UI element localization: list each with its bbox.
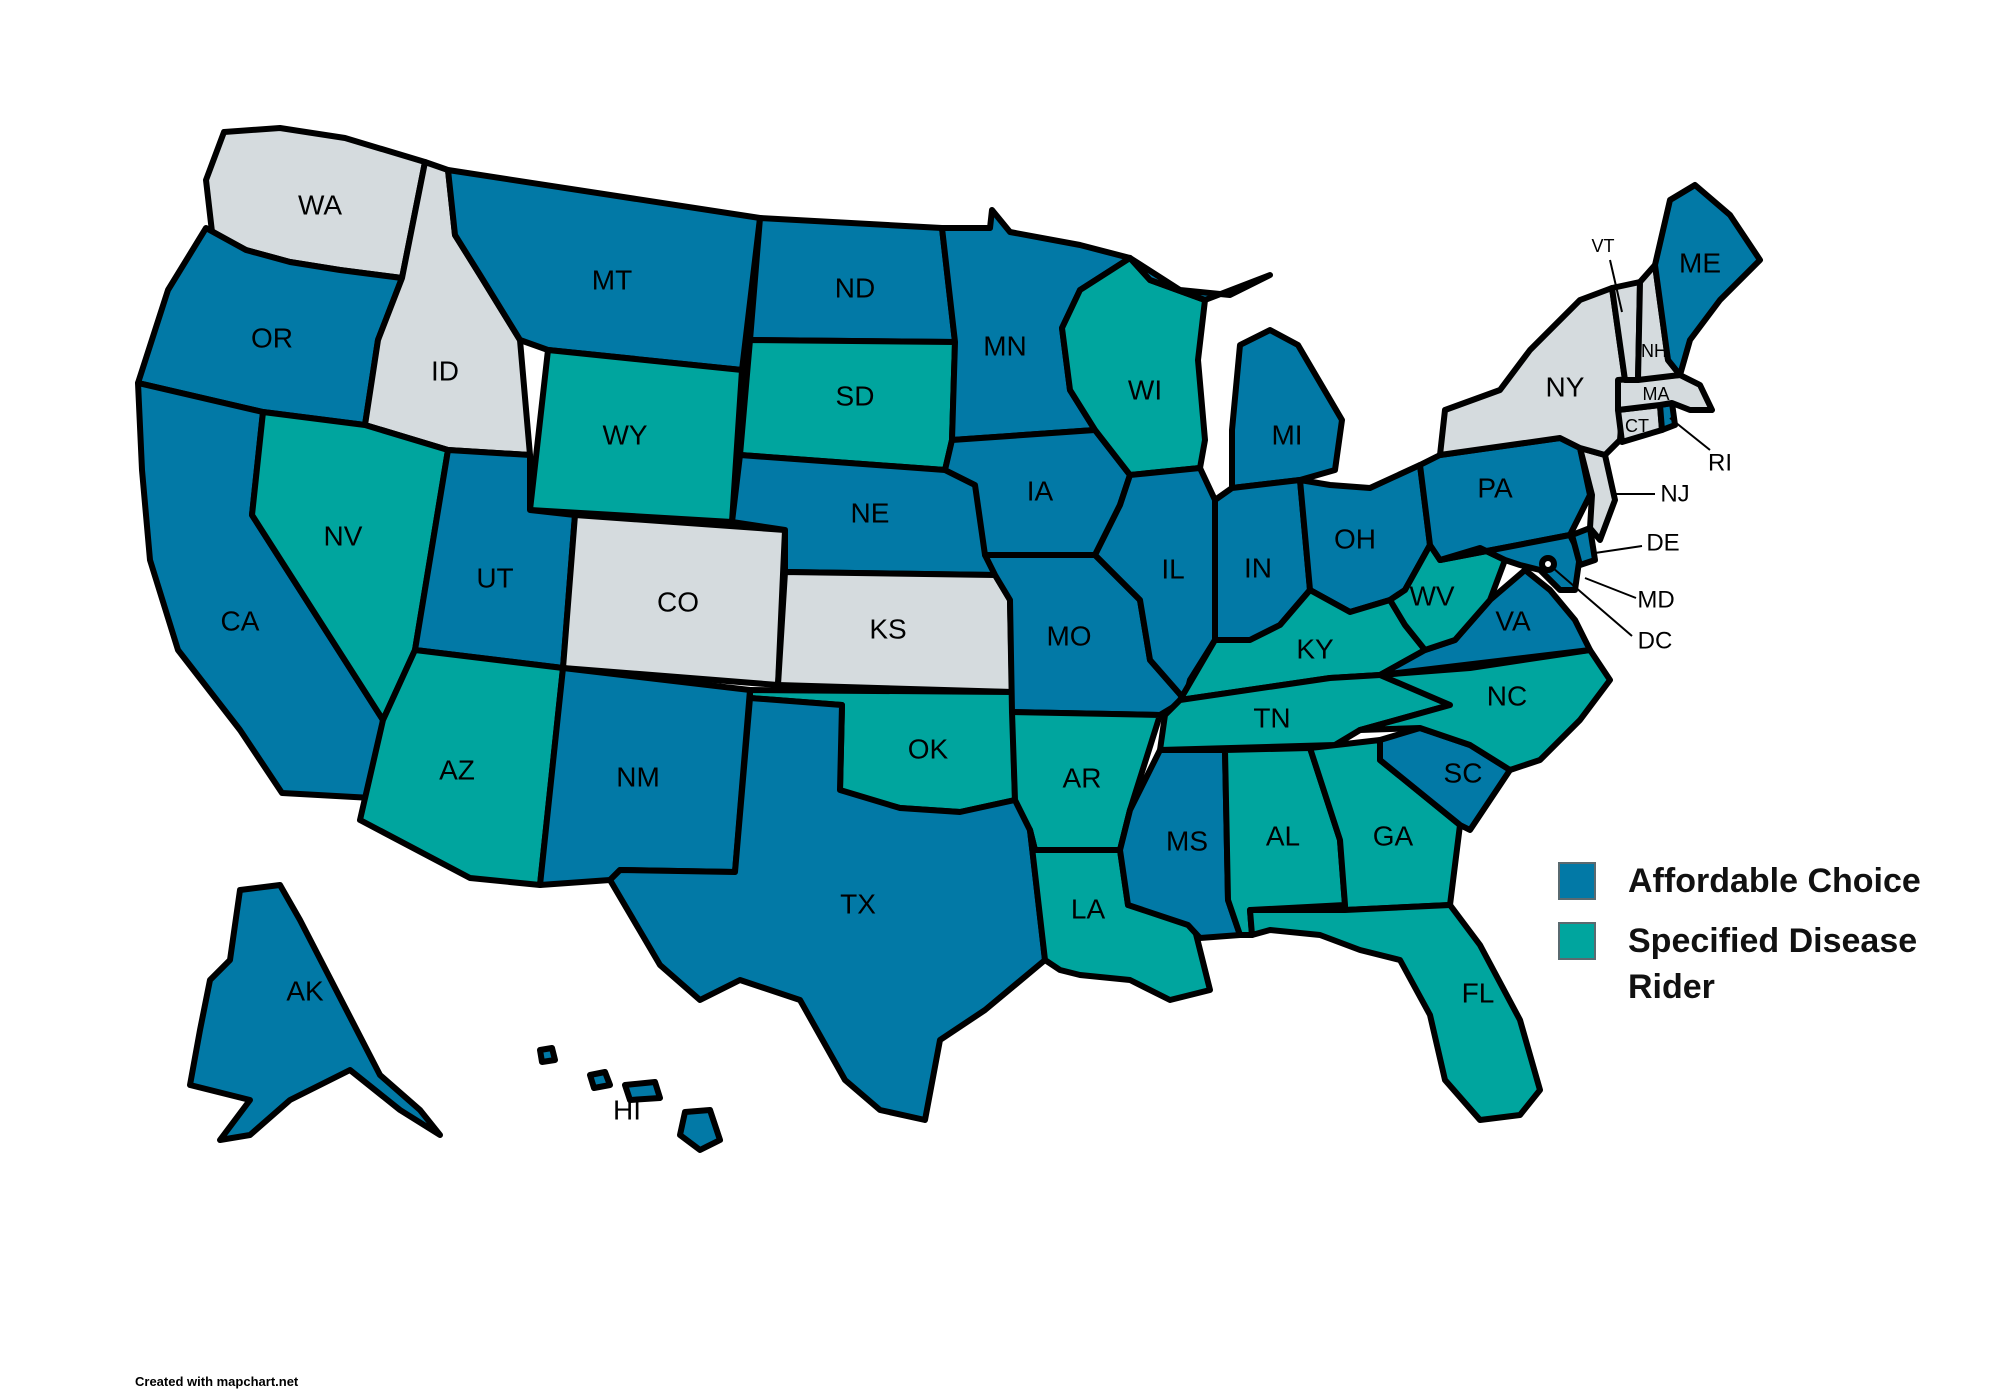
label-TX: TX [840, 888, 876, 919]
label-NC: NC [1487, 680, 1527, 711]
state-HI[interactable] [537, 1045, 723, 1153]
label-NV: NV [324, 520, 363, 551]
label-RI: RI [1708, 449, 1732, 476]
state-AK[interactable] [187, 882, 443, 1143]
label-FL: FL [1462, 977, 1495, 1008]
legend-item-specified-disease-rider: Specified Disease Rider [1558, 922, 1988, 1010]
label-MS: MS [1166, 825, 1208, 856]
label-VT: VT [1591, 236, 1614, 256]
state-labels: WA OR CA ID NV MT WY UT CO AZ NM ND SD N… [221, 189, 1732, 1125]
label-NH: NH [1641, 341, 1667, 361]
state-DC[interactable] [1539, 555, 1557, 573]
label-ME: ME [1679, 247, 1721, 278]
state-FL[interactable] [1247, 902, 1543, 1123]
label-SC: SC [1444, 757, 1483, 788]
label-MT: MT [592, 264, 632, 295]
leader-MD [1584, 577, 1637, 599]
legend-swatch-specified-disease-rider [1558, 922, 1596, 960]
label-WV: WV [1409, 580, 1454, 611]
label-AK: AK [286, 975, 324, 1006]
label-VA: VA [1495, 605, 1531, 636]
leader-RI [1669, 417, 1711, 451]
label-CO: CO [657, 586, 699, 617]
legend-label-affordable-choice: Affordable Choice [1628, 862, 1921, 900]
state-WI[interactable] [1059, 255, 1208, 478]
label-MI: MI [1271, 419, 1302, 450]
label-IA: IA [1027, 475, 1054, 506]
label-IN: IN [1244, 552, 1272, 583]
label-CA: CA [221, 605, 260, 636]
label-KY: KY [1296, 633, 1334, 664]
label-NJ: NJ [1660, 480, 1689, 507]
label-OH: OH [1334, 523, 1376, 554]
label-ID: ID [431, 355, 459, 386]
label-MO: MO [1046, 620, 1091, 651]
label-AR: AR [1063, 762, 1102, 793]
label-DC: DC [1638, 627, 1673, 654]
label-MN: MN [983, 330, 1027, 361]
label-OK: OK [908, 733, 949, 764]
state-NY[interactable] [1437, 285, 1628, 458]
legend-label-specified-disease-rider: Specified Disease Rider [1628, 922, 1918, 1006]
credit-text: Created with mapchart.net [135, 1374, 299, 1389]
label-UT: UT [476, 562, 513, 593]
label-NM: NM [616, 761, 660, 792]
label-KS: KS [869, 613, 906, 644]
legend-swatch-affordable-choice [1558, 862, 1596, 900]
state-MI[interactable] [1127, 255, 1345, 491]
legend-item-affordable-choice: Affordable Choice [1558, 862, 1988, 904]
legend: Affordable Choice Specified Disease Ride… [1558, 862, 1988, 1028]
label-MD: MD [1637, 586, 1674, 613]
label-WY: WY [602, 419, 647, 450]
leader-DC [1552, 567, 1633, 637]
leader-VT [1609, 259, 1623, 313]
label-LA: LA [1071, 893, 1106, 924]
label-CT: CT [1625, 416, 1649, 436]
label-WI: WI [1128, 374, 1162, 405]
label-PA: PA [1477, 472, 1513, 503]
label-OR: OR [251, 322, 293, 353]
label-ND: ND [835, 272, 875, 303]
state-TX[interactable] [607, 695, 1048, 1123]
label-TN: TN [1253, 702, 1290, 733]
label-WA: WA [298, 189, 342, 220]
label-IL: IL [1161, 553, 1184, 584]
leader-DE [1594, 545, 1643, 554]
label-SD: SD [836, 380, 875, 411]
label-NE: NE [851, 497, 890, 528]
label-DE: DE [1646, 529, 1679, 556]
state-MA[interactable] [1615, 372, 1715, 413]
label-GA: GA [1373, 820, 1414, 851]
label-NY: NY [1546, 371, 1585, 402]
state-ME[interactable] [1652, 182, 1763, 378]
label-MA: MA [1643, 384, 1670, 404]
label-AZ: AZ [439, 754, 475, 785]
state-DE[interactable] [1569, 525, 1598, 568]
label-HI: HI [613, 1094, 641, 1125]
label-AL: AL [1266, 820, 1300, 851]
